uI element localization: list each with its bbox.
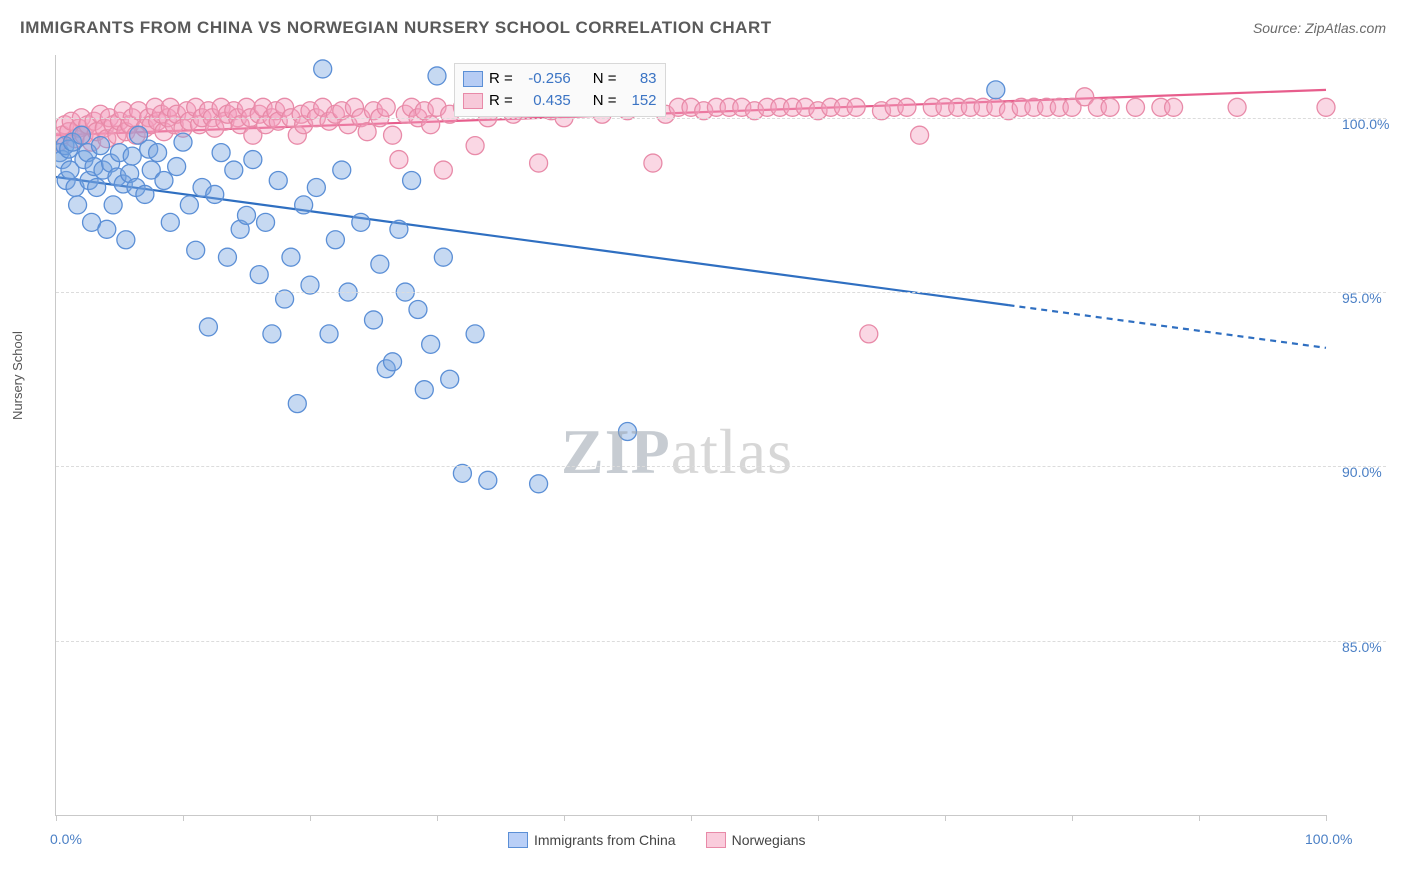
watermark: ZIPatlas [561,415,793,489]
x-axis-max-label: 100.0% [1305,831,1352,847]
r-label: R = [489,68,513,90]
r-value: 0.435 [519,90,571,112]
legend-label-blue: Immigrants from China [534,832,676,848]
x-tick [1072,815,1073,821]
grid-line [56,466,1386,467]
correlation-legend: R = -0.256 N = 83 R = 0.435 N = 152 [454,63,666,117]
y-tick-label: 85.0% [1342,639,1406,655]
square-icon [463,71,483,87]
y-tick-label: 95.0% [1342,290,1406,306]
x-tick [56,815,57,821]
x-tick [1199,815,1200,821]
y-axis-title: Nursery School [10,331,25,420]
square-icon [463,93,483,109]
x-tick [818,815,819,821]
legend-row: R = 0.435 N = 152 [463,90,657,112]
y-tick-label: 90.0% [1342,464,1406,480]
series-legend: Immigrants from China Norwegians [508,832,806,848]
x-tick [437,815,438,821]
source-name: ZipAtlas.com [1305,20,1386,36]
legend-label-pink: Norwegians [732,832,806,848]
n-value: 83 [623,68,657,90]
n-label: N = [593,68,617,90]
grid-line [56,118,1386,119]
x-tick [945,815,946,821]
x-tick [310,815,311,821]
n-value: 152 [623,90,657,112]
grid-line [56,641,1386,642]
source-prefix: Source: [1253,20,1305,36]
chart-title: IMMIGRANTS FROM CHINA VS NORWEGIAN NURSE… [20,18,772,38]
r-value: -0.256 [519,68,571,90]
square-icon [706,832,726,848]
x-axis-min-label: 0.0% [50,831,82,847]
legend-row: R = -0.256 N = 83 [463,68,657,90]
watermark-left: ZIP [561,416,671,487]
x-tick [183,815,184,821]
x-tick [564,815,565,821]
x-tick [691,815,692,821]
n-label: N = [593,90,617,112]
watermark-right: atlas [671,416,793,487]
square-icon [508,832,528,848]
scatter-plot-area: ZIPatlas R = -0.256 N = 83 R = 0.435 N =… [55,55,1326,816]
y-tick-label: 100.0% [1342,116,1406,132]
chart-source: Source: ZipAtlas.com [1253,20,1386,36]
x-tick [1326,815,1327,821]
r-label: R = [489,90,513,112]
chart-header: IMMIGRANTS FROM CHINA VS NORWEGIAN NURSE… [20,18,1386,38]
legend-item-blue: Immigrants from China [508,832,676,848]
legend-item-pink: Norwegians [706,832,806,848]
grid-line [56,292,1386,293]
